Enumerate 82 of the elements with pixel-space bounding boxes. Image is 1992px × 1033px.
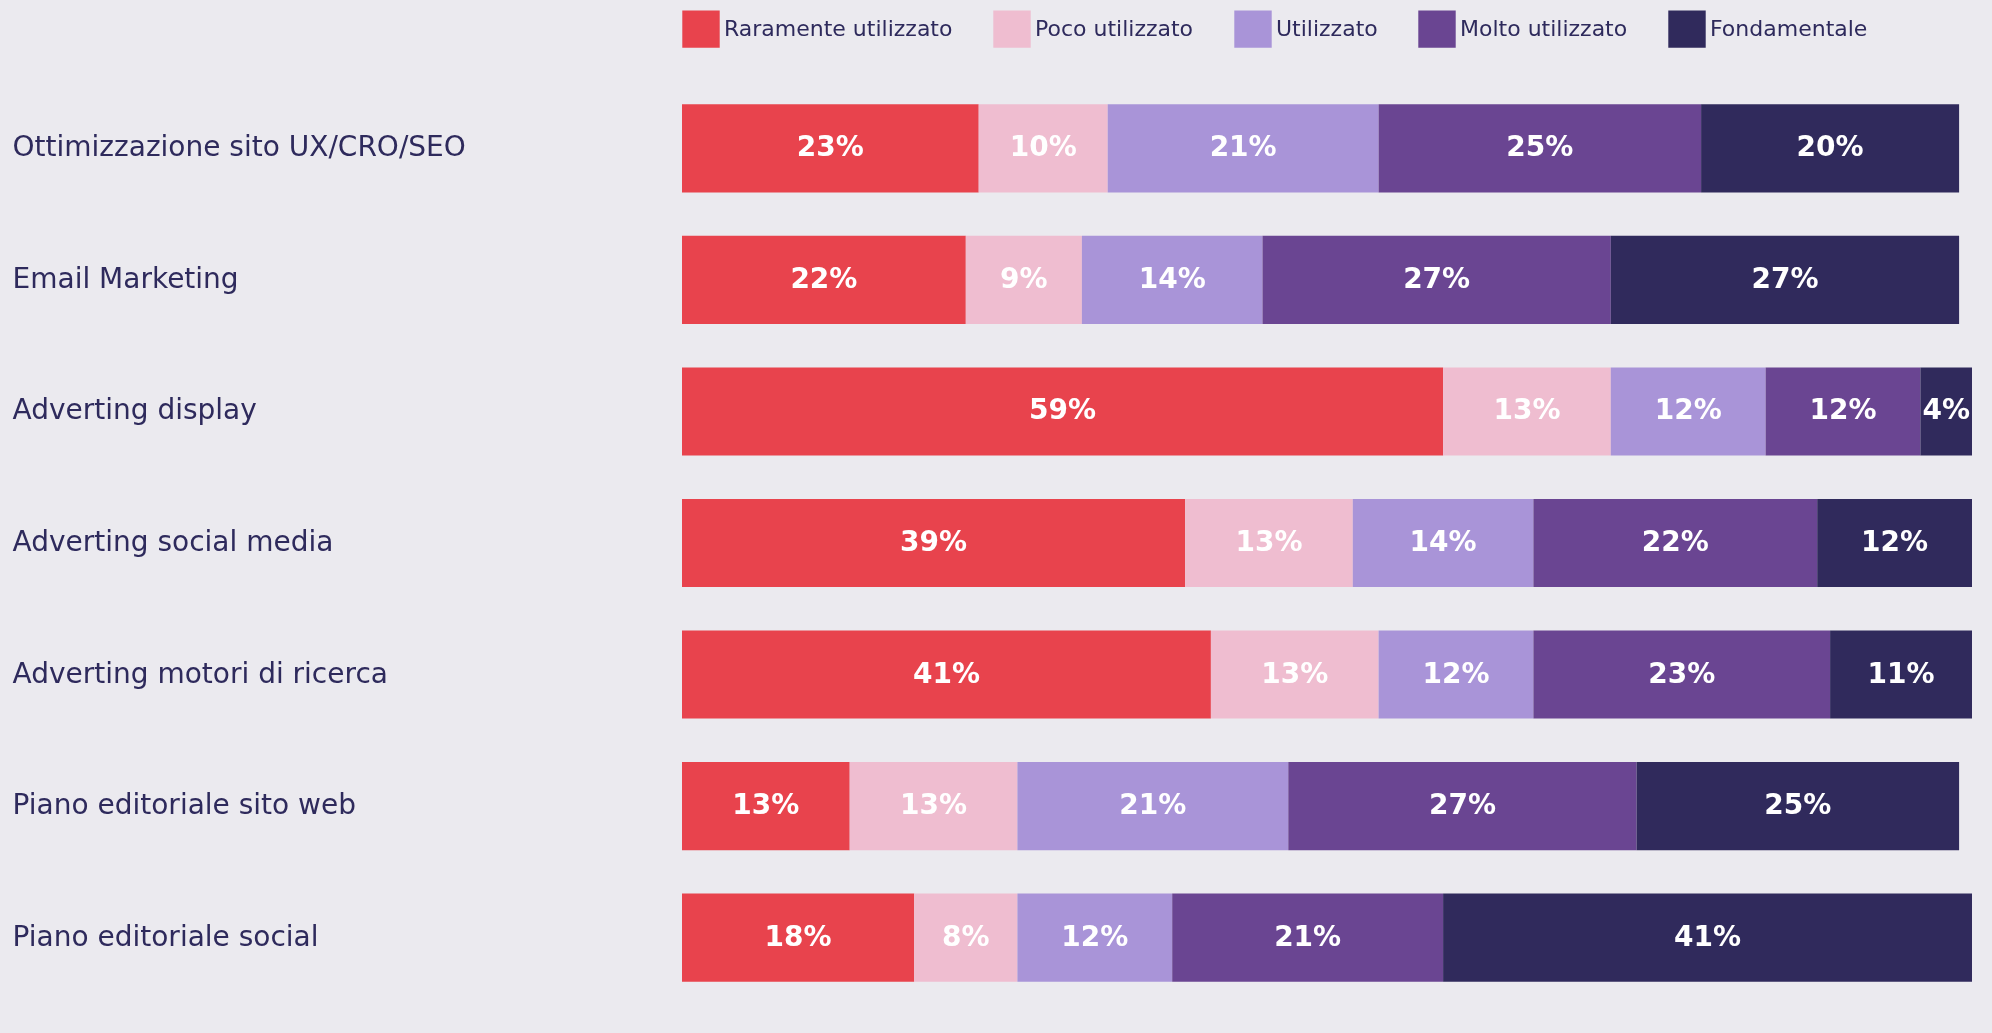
y-tick-label: Piano editoriale sito web <box>12 788 357 822</box>
bar <box>1765 367 1921 456</box>
data-label: 12% <box>1061 919 1129 953</box>
data-label: 22% <box>1641 525 1709 558</box>
data-label: 22% <box>790 261 858 295</box>
bar <box>1352 498 1534 588</box>
data-label: 21% <box>1209 130 1277 164</box>
bar <box>682 104 979 193</box>
data-label: 4% <box>1922 393 1970 427</box>
data-label: 14% <box>1409 525 1477 558</box>
data-label: 23% <box>1648 656 1716 690</box>
bar <box>1830 630 1972 719</box>
bar <box>1817 498 1972 588</box>
data-label: 11% <box>1867 656 1935 690</box>
bar <box>1701 104 1960 193</box>
bar <box>1081 235 1263 324</box>
bar <box>849 762 1018 851</box>
bar <box>682 367 1444 456</box>
legend-label: Molto utilizzato <box>1460 16 1628 42</box>
bar <box>978 104 1108 193</box>
bar <box>1378 104 1702 193</box>
bar <box>682 498 1186 588</box>
legend-label: Utilizzato <box>1276 16 1378 42</box>
bar <box>1185 498 1353 588</box>
bar <box>1636 762 1960 851</box>
bar <box>682 893 915 982</box>
bar <box>1017 762 1289 851</box>
bar <box>682 235 966 324</box>
bar <box>1288 762 1637 851</box>
bar <box>1262 235 1611 324</box>
data-label: 10% <box>1009 130 1077 164</box>
data-label: 14% <box>1138 261 1206 295</box>
bar <box>1443 367 1611 456</box>
y-tick-label: Email Marketing <box>12 261 239 295</box>
bar <box>1443 893 1972 982</box>
data-label: 21% <box>1119 788 1187 822</box>
legend-label: Fondamentale <box>1710 16 1868 42</box>
bar <box>1378 630 1534 719</box>
data-label: 8% <box>942 919 990 953</box>
bar <box>1533 498 1818 588</box>
data-label: 12% <box>1422 656 1490 690</box>
data-label: 41% <box>912 656 980 690</box>
y-tick-label: Adverting motori di ricerca <box>12 656 388 690</box>
data-label: 13% <box>1493 393 1561 427</box>
data-label: 25% <box>1506 130 1574 164</box>
bar <box>1610 235 1960 324</box>
data-label: 12% <box>1654 393 1722 427</box>
data-label: 59% <box>1029 393 1097 427</box>
data-label: 18% <box>764 919 832 953</box>
data-label: 27% <box>1751 261 1819 295</box>
data-label: 39% <box>900 525 968 558</box>
data-label: 12% <box>1861 525 1929 558</box>
bar <box>914 893 1018 982</box>
data-label: 13% <box>900 788 968 822</box>
bar <box>1610 367 1766 456</box>
bar <box>1533 630 1831 719</box>
data-label: 23% <box>796 130 864 164</box>
y-tick-label: Ottimizzazione sito UX/CRO/SEO <box>12 130 466 164</box>
bar <box>1920 367 1972 456</box>
data-label: 41% <box>1674 919 1742 953</box>
bar <box>965 235 1082 324</box>
bar <box>1017 893 1173 982</box>
data-label: 25% <box>1764 788 1832 822</box>
data-label: 12% <box>1809 393 1877 427</box>
data-label: 27% <box>1403 261 1471 295</box>
y-tick-label: Adverting display <box>12 393 257 427</box>
bar <box>1107 104 1379 193</box>
y-tick-label: Piano editoriale social <box>12 919 319 953</box>
data-label: 13% <box>732 788 800 822</box>
data-label: 20% <box>1796 130 1864 164</box>
bar <box>682 762 850 851</box>
legend-label: Poco utilizzato <box>1035 16 1194 42</box>
data-label: 21% <box>1274 919 1342 953</box>
bar <box>1210 630 1379 719</box>
data-label: 13% <box>1261 656 1329 690</box>
y-tick-label: Adverting social media <box>12 525 334 558</box>
bar <box>682 630 1211 719</box>
legend-label: Raramente utilizzato <box>724 16 953 42</box>
data-label: 27% <box>1428 788 1496 822</box>
data-label: 9% <box>1000 261 1048 295</box>
bar <box>1172 893 1444 982</box>
data-label: 13% <box>1235 525 1303 558</box>
